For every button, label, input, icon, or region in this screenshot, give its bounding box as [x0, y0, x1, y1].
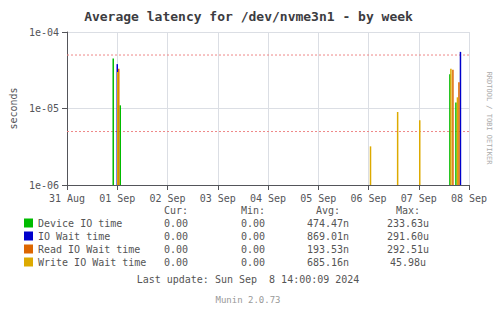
svg-text:08 Sep: 08 Sep [451, 193, 487, 204]
svg-text:292.51u: 292.51u [387, 244, 429, 255]
svg-text:474.47n: 474.47n [307, 218, 349, 229]
svg-text:04 Sep: 04 Sep [250, 193, 286, 204]
svg-text:0.00: 0.00 [241, 257, 265, 268]
svg-text:02 Sep: 02 Sep [149, 193, 185, 204]
svg-text:IO Wait time: IO Wait time [38, 231, 110, 242]
svg-text:1e-06: 1e-06 [29, 180, 59, 191]
svg-text:193.53n: 193.53n [307, 244, 349, 255]
svg-text:685.16n: 685.16n [307, 257, 349, 268]
svg-text:Munin 2.0.73: Munin 2.0.73 [215, 295, 280, 305]
svg-text:Max:: Max: [396, 205, 420, 216]
svg-text:Read IO Wait time: Read IO Wait time [38, 244, 140, 255]
svg-text:01 Sep: 01 Sep [99, 193, 135, 204]
svg-text:03 Sep: 03 Sep [200, 193, 236, 204]
svg-text:0.00: 0.00 [164, 218, 188, 229]
svg-text:291.60u: 291.60u [387, 231, 429, 242]
svg-text:1e-04: 1e-04 [29, 27, 59, 38]
svg-text:Last update: Sun Sep 8 14:00:: Last update: Sun Sep 8 14:00:09 2024 [137, 274, 360, 285]
svg-text:869.01n: 869.01n [307, 231, 349, 242]
svg-text:Avg:: Avg: [316, 205, 340, 216]
svg-text:07 Sep: 07 Sep [401, 193, 437, 204]
svg-text:31 Aug: 31 Aug [49, 193, 85, 204]
svg-text:RRDTOOL / TOBI OETIKER: RRDTOOL / TOBI OETIKER [485, 72, 493, 166]
svg-text:Cur:: Cur: [164, 205, 188, 216]
svg-text:0.00: 0.00 [164, 257, 188, 268]
svg-text:05 Sep: 05 Sep [300, 193, 336, 204]
svg-text:233.63u: 233.63u [387, 218, 429, 229]
svg-text:45.98u: 45.98u [390, 257, 426, 268]
svg-text:Device IO time: Device IO time [38, 218, 122, 229]
svg-text:1e-05: 1e-05 [29, 103, 59, 114]
svg-text:0.00: 0.00 [164, 231, 188, 242]
svg-text:06 Sep: 06 Sep [350, 193, 386, 204]
svg-text:Write IO Wait time: Write IO Wait time [38, 257, 146, 268]
svg-text:0.00: 0.00 [164, 244, 188, 255]
svg-text:0.00: 0.00 [241, 244, 265, 255]
svg-text:0.00: 0.00 [241, 231, 265, 242]
svg-text:0.00: 0.00 [241, 218, 265, 229]
svg-text:seconds: seconds [8, 87, 19, 129]
svg-text:Average latency for /dev/nvme3: Average latency for /dev/nvme3n1 - by we… [84, 9, 413, 24]
svg-text:Min:: Min: [241, 205, 265, 216]
